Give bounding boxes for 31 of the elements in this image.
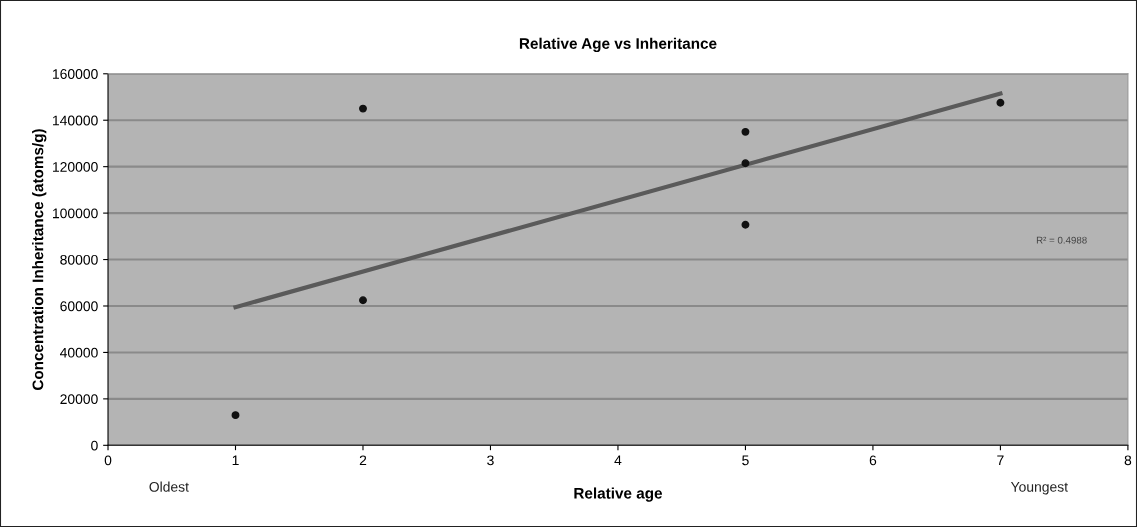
annotation: R² = 0.4988 (1036, 236, 1087, 244)
y-tick-label: 140000 (53, 115, 98, 126)
x-tick-label: 5 (742, 455, 749, 466)
x-tick-label: 1 (232, 455, 239, 466)
point (231, 411, 240, 420)
x-tick-label: 7 (997, 455, 1004, 466)
point (741, 159, 750, 168)
chart-title: Relative Age vs Inheritance (519, 37, 717, 53)
text: Youngest (1010, 482, 1068, 495)
x-tick-label: 8 (1124, 455, 1132, 466)
point (359, 296, 367, 305)
x-tick-label: 4 (614, 455, 622, 466)
y-tick-label: 120000 (53, 162, 98, 172)
y-tick-label: 100000 (53, 208, 98, 219)
y-tick-label: 80000 (60, 254, 98, 265)
y-tick-label: 60000 (60, 301, 98, 312)
y-tick-label: 40000 (59, 347, 98, 358)
text: Oldest (149, 481, 189, 492)
x-tick-label: 6 (869, 455, 877, 466)
point (996, 98, 1005, 107)
y-tick-label: 20000 (60, 394, 98, 405)
y-tick-label: 160000 (53, 69, 98, 79)
point (741, 127, 750, 136)
x-tick-label: 2 (359, 455, 367, 466)
y-tick-label: 0 (91, 440, 98, 451)
point (359, 104, 367, 113)
x-axis-title: Relative age (574, 487, 663, 502)
x-tick-label: 0 (104, 455, 112, 466)
x-tick-label: 3 (487, 455, 494, 466)
y-axis-title: Concentration Inheritance (atoms/g) (32, 129, 47, 391)
point (741, 220, 750, 229)
